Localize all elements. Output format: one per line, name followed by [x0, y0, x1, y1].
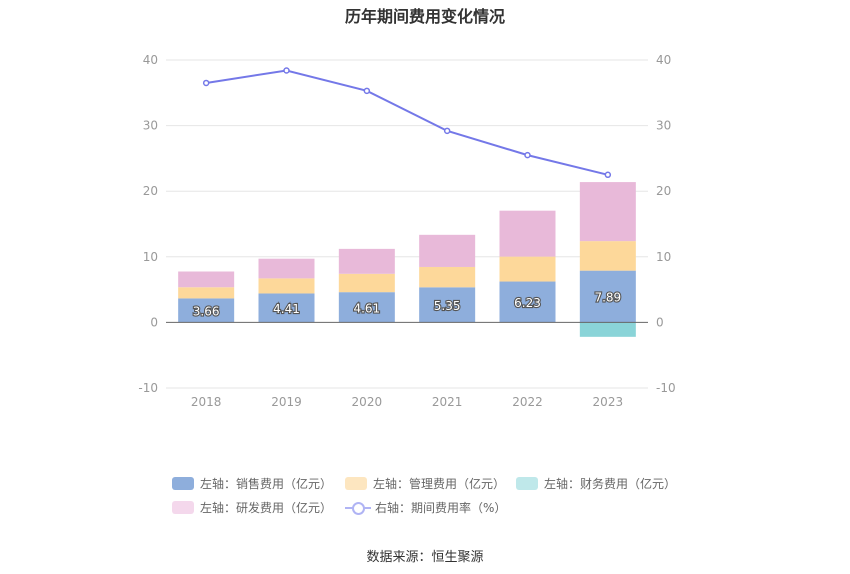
bar-data-label: 3.66: [193, 304, 220, 318]
y-left-tick-label: 20: [143, 184, 158, 198]
legend-label-expense-rate: 右轴：期间费用率（%）: [375, 501, 507, 515]
line-point: [363, 87, 371, 95]
legend-label-finance: 左轴：财务费用（亿元）: [544, 477, 677, 491]
bar-data-label: 5.35: [434, 299, 461, 313]
y-right-tick-label: 0: [656, 315, 664, 329]
chart-title: 历年期间费用变化情况: [344, 7, 505, 26]
bar-segment: [338, 292, 395, 323]
legend-item-admin[interactable]: 左轴：管理费用（亿元）: [345, 475, 505, 492]
x-tick-label: 2020: [352, 395, 383, 409]
x-tick-label: 2019: [271, 395, 302, 409]
legend-label-rd: 左轴：研发费用（亿元）: [200, 501, 333, 515]
legend-item-finance[interactable]: 左轴：财务费用（亿元）: [516, 475, 676, 492]
bar-segment: [419, 266, 476, 288]
bar-segment: [178, 298, 235, 323]
bar-segment: [499, 281, 556, 323]
legend-line-icon: [345, 501, 371, 515]
bar-segment: [579, 270, 636, 323]
x-tick-label: 2023: [593, 395, 624, 409]
y-left-tick-label: -10: [138, 381, 158, 395]
x-tick-label: 2021: [432, 395, 463, 409]
line-point: [283, 67, 290, 74]
x-tick-label: 2022: [512, 395, 543, 409]
bar-segment: [499, 256, 556, 282]
bar-segment: [419, 287, 476, 323]
legend-swatch-sales: [172, 477, 194, 490]
data-source: 数据来源：恒生聚源: [366, 550, 484, 565]
legend-swatch-rd: [172, 501, 194, 514]
y-right-tick-label: -10: [656, 381, 676, 395]
line-point: [524, 151, 531, 159]
legend-label-admin: 左轴：管理费用（亿元）: [373, 477, 506, 491]
line-point: [443, 127, 451, 135]
bar-data-label: 4.41: [273, 302, 300, 316]
legend-label-sales: 左轴：销售费用（亿元）: [200, 477, 333, 491]
y-left-tick-label: 40: [143, 53, 158, 67]
y-right-tick-label: 20: [656, 184, 671, 198]
bar-data-label: 7.89: [594, 291, 621, 305]
bar-segment: [178, 271, 235, 288]
bar-segment: [499, 210, 556, 257]
bar-data-label: 4.61: [353, 301, 380, 315]
line-point: [202, 79, 210, 87]
y-right-tick-label: 30: [656, 119, 671, 133]
bar-segment: [579, 322, 636, 337]
expense-rate-line: [206, 69, 609, 176]
bar-segment: [338, 248, 395, 274]
y-left-tick-label: 30: [143, 119, 158, 133]
bar-data-label: 6.23: [514, 296, 541, 310]
x-tick-label: 2018: [191, 395, 222, 409]
bar-segment: [338, 273, 395, 293]
legend-item-rd[interactable]: 左轴：研发费用（亿元）: [172, 499, 332, 516]
y-left-tick-label: 0: [150, 315, 158, 329]
bar-segment: [258, 293, 315, 323]
y-right-tick-label: 10: [656, 250, 671, 264]
legend-item-expense-rate[interactable]: 右轴：期间费用率（%）: [345, 499, 506, 516]
legend-item-sales[interactable]: 左轴：销售费用（亿元）: [172, 475, 332, 492]
legend-swatch-finance: [516, 477, 538, 490]
y-left-tick-label: 10: [143, 250, 158, 264]
bar-segment: [178, 287, 235, 299]
bar-segment: [579, 241, 636, 271]
bar-segment: [419, 234, 476, 267]
y-right-tick-label: 40: [656, 53, 671, 67]
legend-swatch-admin: [345, 477, 367, 490]
bar-segment: [258, 258, 315, 279]
bar-segment: [579, 182, 636, 242]
bar-segment: [258, 278, 315, 294]
line-point: [604, 171, 612, 179]
